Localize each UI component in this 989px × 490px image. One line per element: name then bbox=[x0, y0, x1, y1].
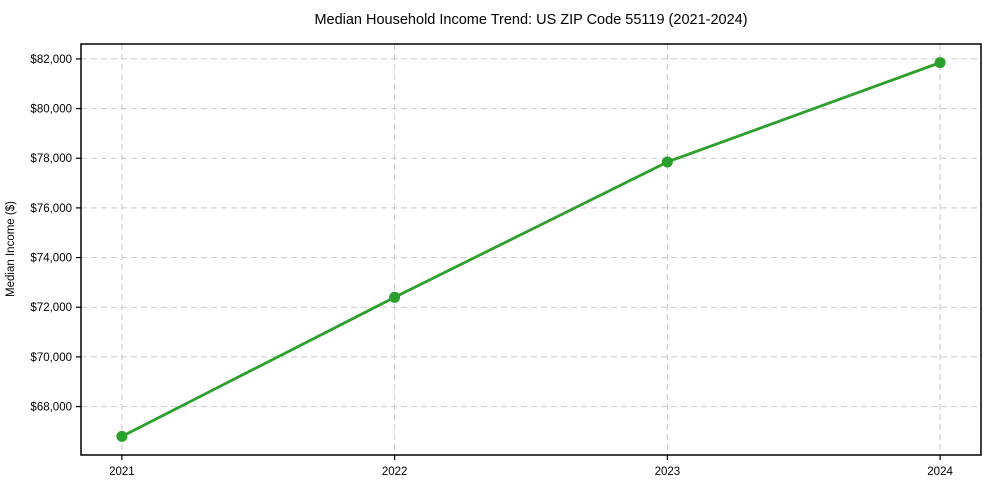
data-point-2024 bbox=[934, 57, 946, 69]
x-tick-label-2022: 2022 bbox=[382, 466, 408, 478]
data-point-2021 bbox=[116, 430, 128, 442]
x-tick-label-2024: 2024 bbox=[927, 466, 953, 478]
y-tick-label-80000: $80,000 bbox=[30, 104, 72, 116]
y-tick-label-76000: $76,000 bbox=[30, 203, 72, 215]
x-tick-label-2021: 2021 bbox=[109, 466, 135, 478]
data-point-2023 bbox=[661, 156, 673, 168]
plot-border bbox=[80, 43, 982, 456]
x-tick-label-2023: 2023 bbox=[655, 466, 681, 478]
y-axis-label: Median Income ($) bbox=[5, 201, 17, 297]
income-trend-line bbox=[120, 61, 942, 438]
y-tick-label-82000: $82,000 bbox=[30, 54, 72, 66]
y-tick-label-74000: $74,000 bbox=[30, 253, 72, 265]
y-tick-label-72000: $72,000 bbox=[30, 302, 72, 314]
y-tick-label-70000: $70,000 bbox=[30, 352, 72, 364]
plot-area: $68,000 $70,000 $72,000 $74,000 $76,000 $78,0… bbox=[30, 43, 982, 478]
y-tick-label-68000: $68,000 bbox=[30, 402, 72, 414]
data-point-2022 bbox=[389, 291, 401, 303]
chart-title: Median Household Income Trend: US ZIP Co… bbox=[314, 12, 747, 28]
y-tick-label-78000: $78,000 bbox=[30, 153, 72, 165]
